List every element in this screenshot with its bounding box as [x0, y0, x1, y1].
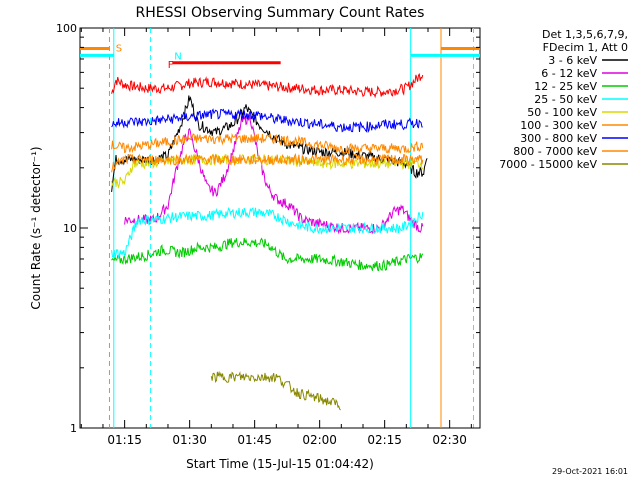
flag-label: N: [174, 51, 181, 62]
y-axis-label: Count Rate (s⁻¹ detector⁻¹): [29, 146, 43, 309]
flag-labels: S NF: [116, 43, 182, 71]
timestamp: 29-Oct-2021 16:01: [552, 467, 628, 476]
series-line-top: [111, 72, 424, 99]
legend-entry: 25 - 50 keV: [534, 93, 597, 106]
legend-entry: 800 - 7000 keV: [513, 145, 597, 158]
x-tick-label: 01:15: [107, 433, 142, 447]
series-line: [111, 206, 424, 259]
y-tick-label: 100: [56, 22, 77, 35]
series-lines: [111, 72, 428, 411]
legend-header: Det 1,3,5,6,7,9,: [542, 28, 628, 41]
y-tick-label: 10: [63, 222, 77, 235]
x-axis-label: Start Time (15-Jul-15 01:04:42): [186, 457, 374, 471]
series-line: [111, 153, 424, 173]
x-tick-label: 02:15: [367, 433, 402, 447]
legend: Det 1,3,5,6,7,9,FDecim 1, Att 03 - 6 keV…: [499, 28, 628, 171]
legend-entry: 300 - 800 keV: [520, 132, 597, 145]
x-tick-label: 02:30: [432, 433, 467, 447]
series-line: [111, 237, 424, 272]
series-line: [210, 370, 341, 411]
legend-entry: 3 - 6 keV: [548, 54, 597, 67]
series-line: [111, 95, 428, 192]
chart-title: RHESSI Observing Summary Count Rates: [136, 5, 425, 21]
x-axis: 01:15 01:30 01:45 02:00 02:15 02:30: [80, 28, 472, 447]
vertical-markers: [108, 28, 474, 428]
flag-label: S: [116, 43, 122, 54]
legend-entry: 6 - 12 keV: [541, 67, 597, 80]
y-axis: 1 10 100: [56, 22, 480, 435]
series-line: [124, 113, 424, 235]
legend-entry: 50 - 100 keV: [527, 106, 597, 119]
series-line: [111, 108, 423, 134]
legend-entry: 12 - 25 keV: [534, 80, 597, 93]
y-tick-label: 1: [70, 422, 77, 435]
x-tick-label: 01:45: [237, 433, 272, 447]
series-line: [111, 132, 424, 155]
x-tick-label: 01:30: [172, 433, 207, 447]
legend-header: FDecim 1, Att 0: [543, 41, 628, 54]
x-tick-label: 02:00: [302, 433, 337, 447]
legend-entry: 7000 - 15000 keV: [499, 158, 597, 171]
attenuator-state-bars: [80, 46, 480, 65]
flag-label: F: [168, 60, 174, 71]
legend-entry: 100 - 300 keV: [520, 119, 597, 132]
